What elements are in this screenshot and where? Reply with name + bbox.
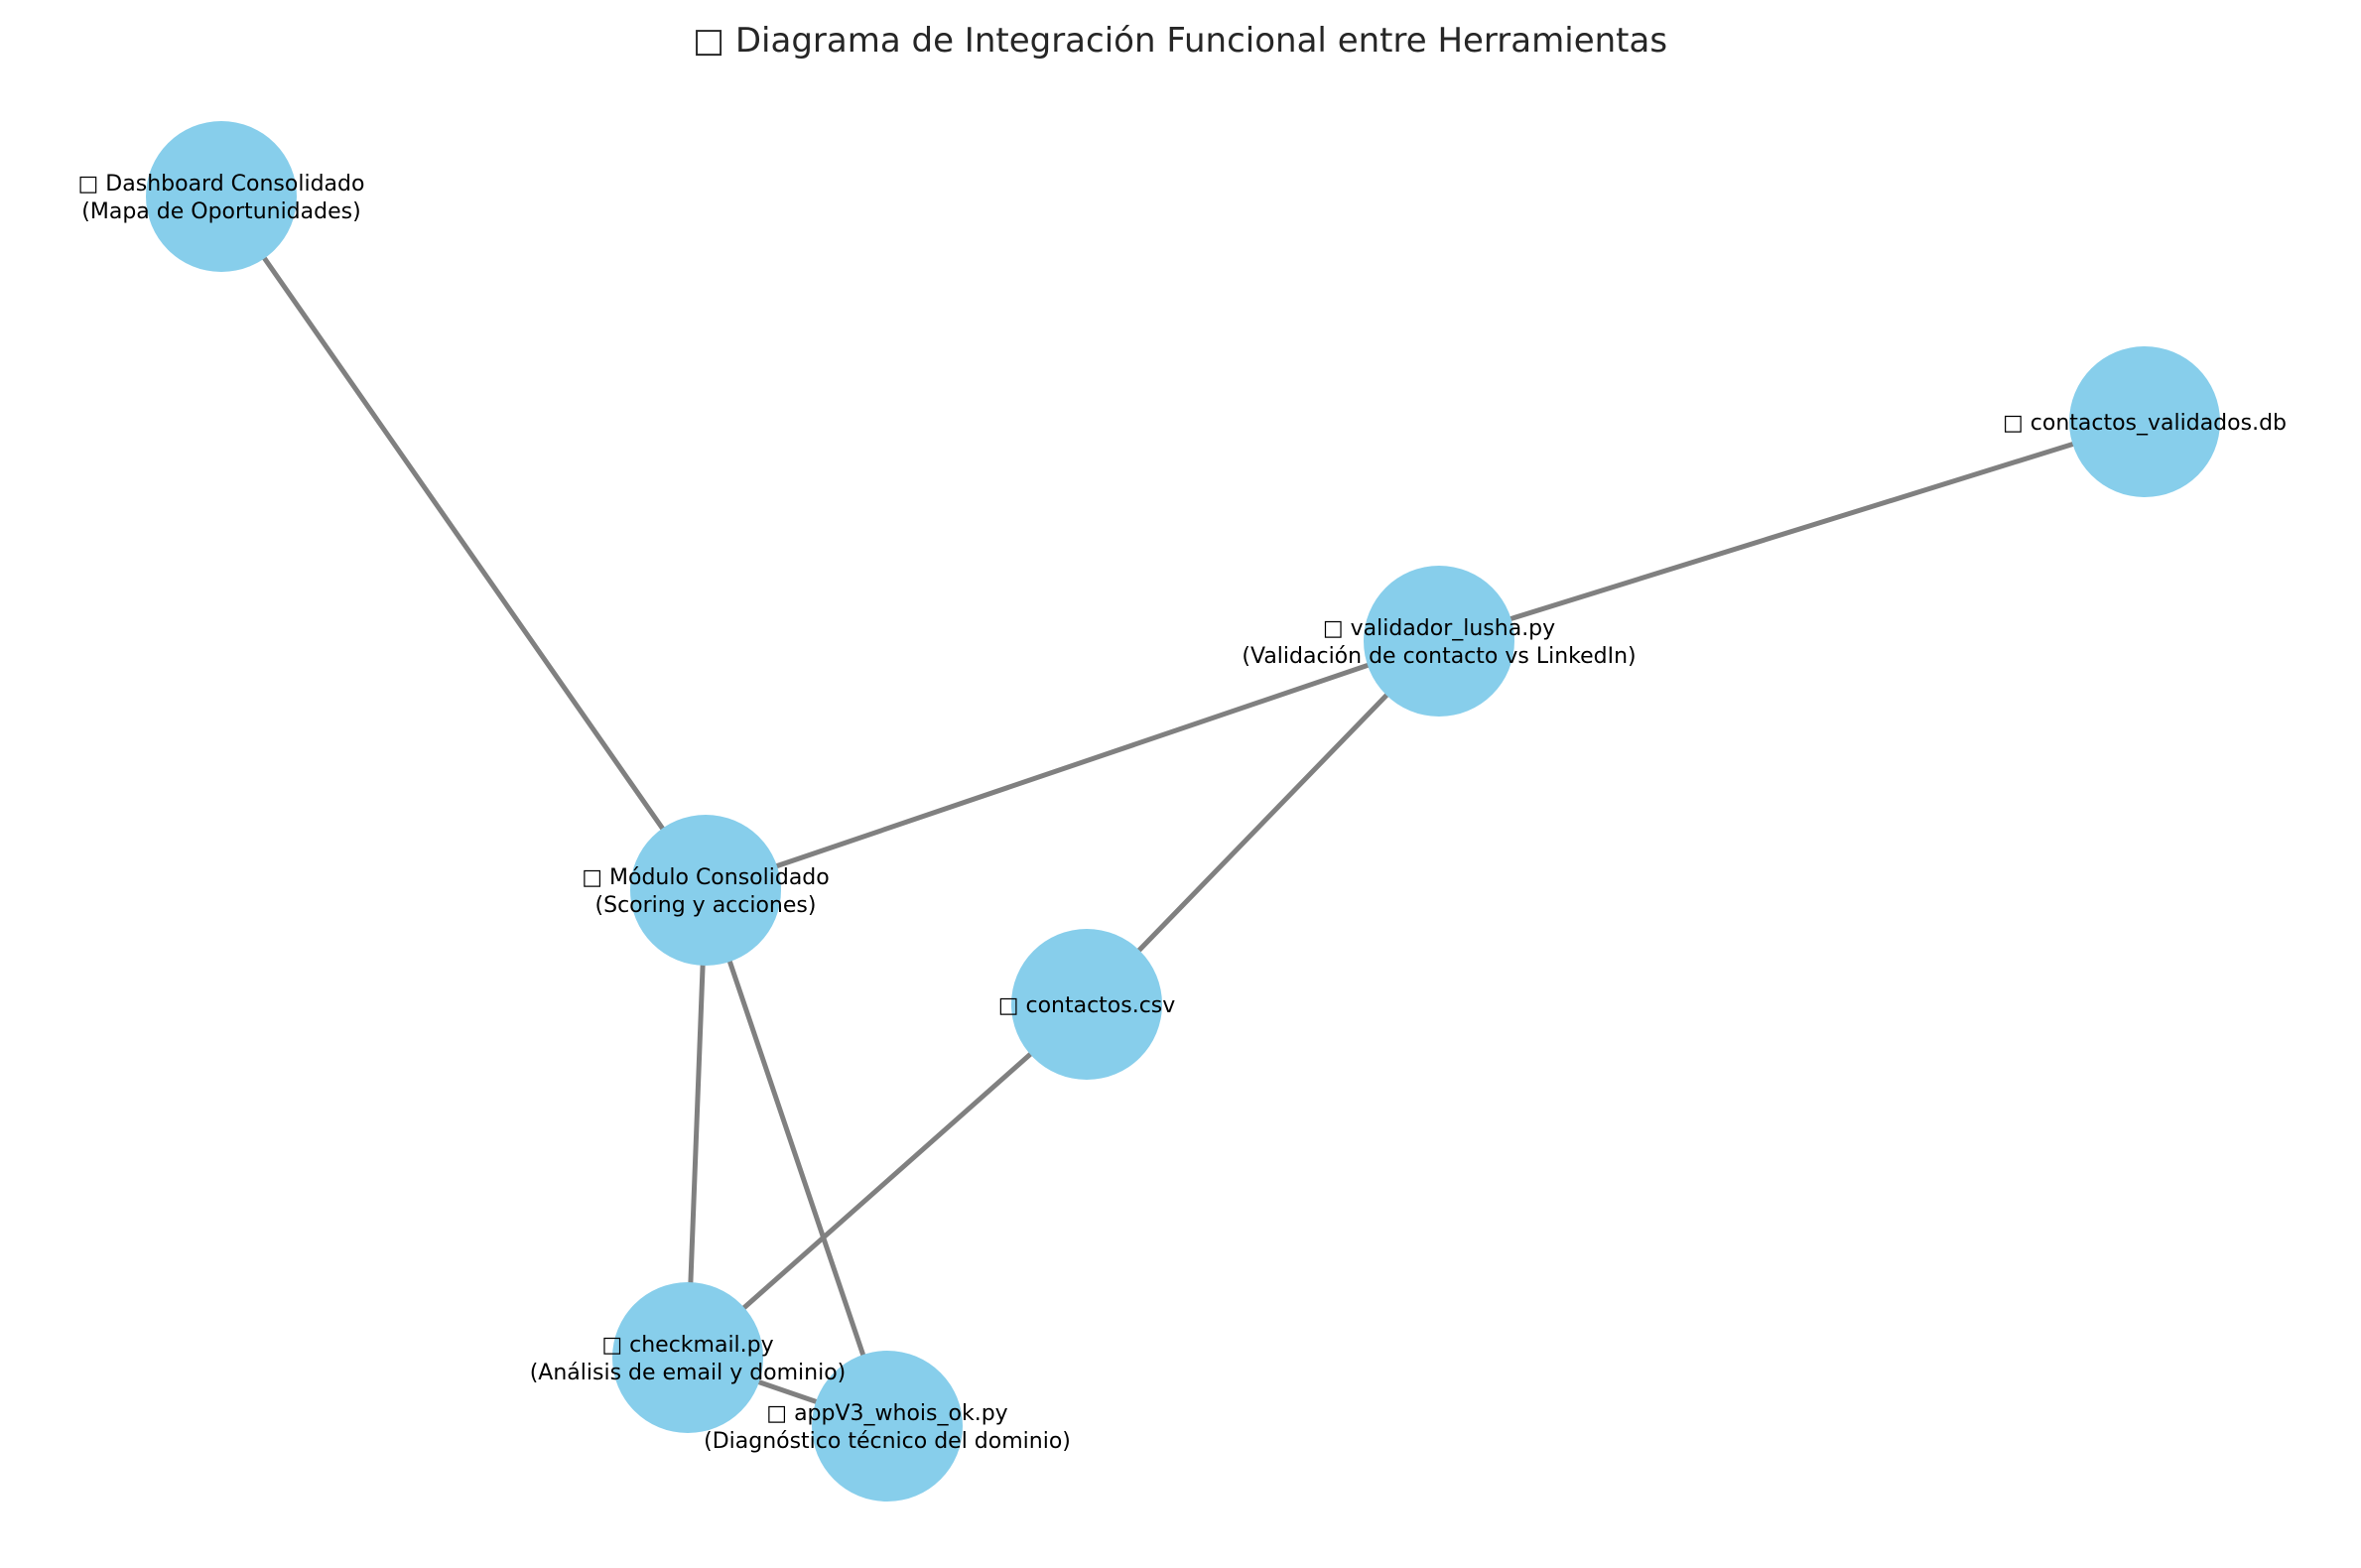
node-label-dashboard: □ Dashboard Consolidado (Mapa de Oportuni… — [78, 172, 365, 224]
node-label-appv3: □ appV3_whois_ok.py (Diagnóstico técnico … — [704, 1401, 1071, 1454]
node-label-description: (Scoring y acciones) — [595, 893, 817, 918]
edge-contactos_csv-checkmail — [685, 1001, 1090, 1361]
node-contactos_csv — [1011, 929, 1162, 1080]
edge-contactos_db-validador — [1436, 419, 2148, 644]
node-label-description: (Análisis de email y dominio) — [530, 1361, 847, 1385]
edge-modulo-checkmail — [685, 887, 709, 1361]
edges-layer — [218, 194, 2148, 1429]
node-label-validador: □ validador_lusha.py (Validación de conta… — [1242, 616, 1636, 669]
node-label-description: (Mapa de Oportunidades) — [81, 199, 360, 224]
node-label-name: □ Dashboard Consolidado — [78, 172, 365, 196]
edge-validador-modulo — [703, 638, 1442, 893]
node-checkmail — [612, 1282, 763, 1433]
node-dashboard — [146, 121, 297, 272]
edge-dashboard-modulo — [218, 194, 709, 893]
node-label-name: □ validador_lusha.py — [1323, 616, 1555, 641]
node-label-description: (Diagnóstico técnico del dominio) — [704, 1429, 1071, 1454]
node-contactos_db — [2069, 346, 2220, 497]
edge-modulo-appv3 — [703, 887, 890, 1429]
node-label-contactos_csv: □ contactos.csv — [998, 993, 1176, 1018]
node-label-contactos_db: □ contactos_validados.db — [2003, 411, 2287, 436]
node-appv3 — [812, 1351, 963, 1502]
node-validador — [1364, 566, 1514, 717]
node-modulo — [630, 815, 781, 966]
node-label-description: (Validación de contacto vs LinkedIn) — [1242, 644, 1636, 669]
diagram-title: □ Diagrama de Integración Funcional entr… — [693, 21, 1667, 61]
node-label-name: □ Módulo Consolidado — [582, 865, 829, 890]
edge-validador-contactos_csv — [1084, 638, 1442, 1007]
node-label-name: □ contactos_validados.db — [2003, 411, 2287, 436]
node-label-modulo: □ Módulo Consolidado (Scoring y acciones) — [582, 865, 829, 918]
node-label-name: □ contactos.csv — [998, 993, 1176, 1018]
node-label-name: □ checkmail.py — [601, 1333, 773, 1358]
node-label-checkmail: □ checkmail.py (Análisis de email y domin… — [530, 1333, 847, 1385]
nodes-layer: □ Dashboard Consolidado (Mapa de Oportuni… — [78, 121, 2287, 1502]
node-label-name: □ appV3_whois_ok.py — [766, 1401, 1007, 1426]
